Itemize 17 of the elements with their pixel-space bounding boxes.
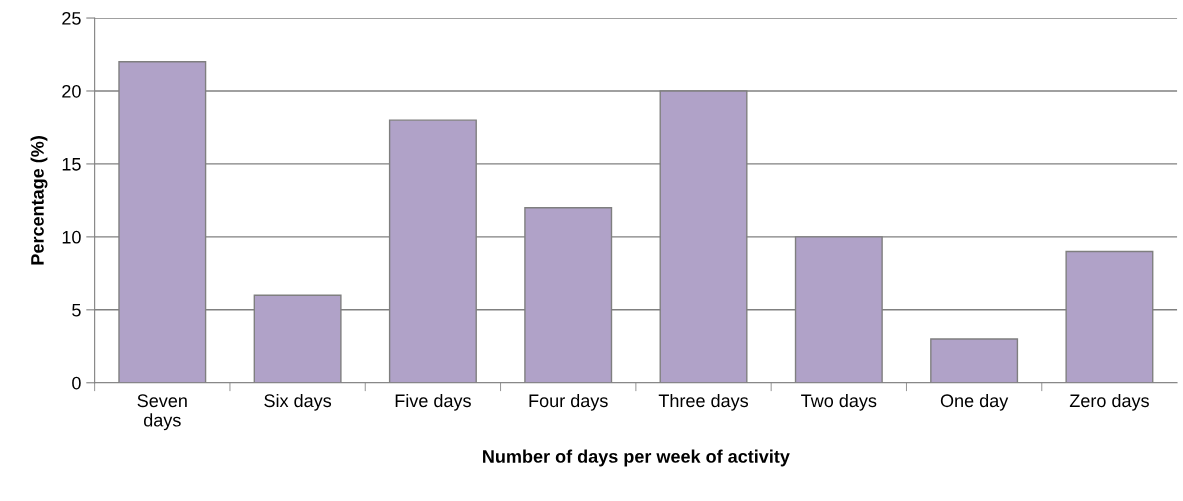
y-tick-label: 0 bbox=[72, 376, 81, 390]
y-axis-title: Percentage (%) bbox=[30, 136, 48, 265]
x-tick-label: Four days bbox=[529, 393, 608, 411]
x-tick-label: Six days bbox=[264, 393, 332, 411]
x-tick-label: One day bbox=[940, 393, 1009, 411]
x-tick-label: Three days bbox=[658, 393, 749, 411]
y-tick-label: 10 bbox=[62, 230, 81, 244]
y-tick-label: 20 bbox=[62, 84, 81, 98]
x-tick-label: Seven days bbox=[137, 394, 187, 431]
y-tick-label: 25 bbox=[62, 11, 81, 25]
bar bbox=[930, 338, 1019, 383]
x-tick-label: Zero days bbox=[1069, 393, 1149, 411]
x-tick-label: Five days bbox=[395, 393, 471, 411]
y-tick-label: 15 bbox=[62, 158, 81, 171]
x-axis-title: Number of days per week of activity bbox=[483, 449, 790, 467]
y-tick-label: 5 bbox=[72, 303, 81, 317]
x-tick-label: Two days bbox=[801, 393, 877, 411]
